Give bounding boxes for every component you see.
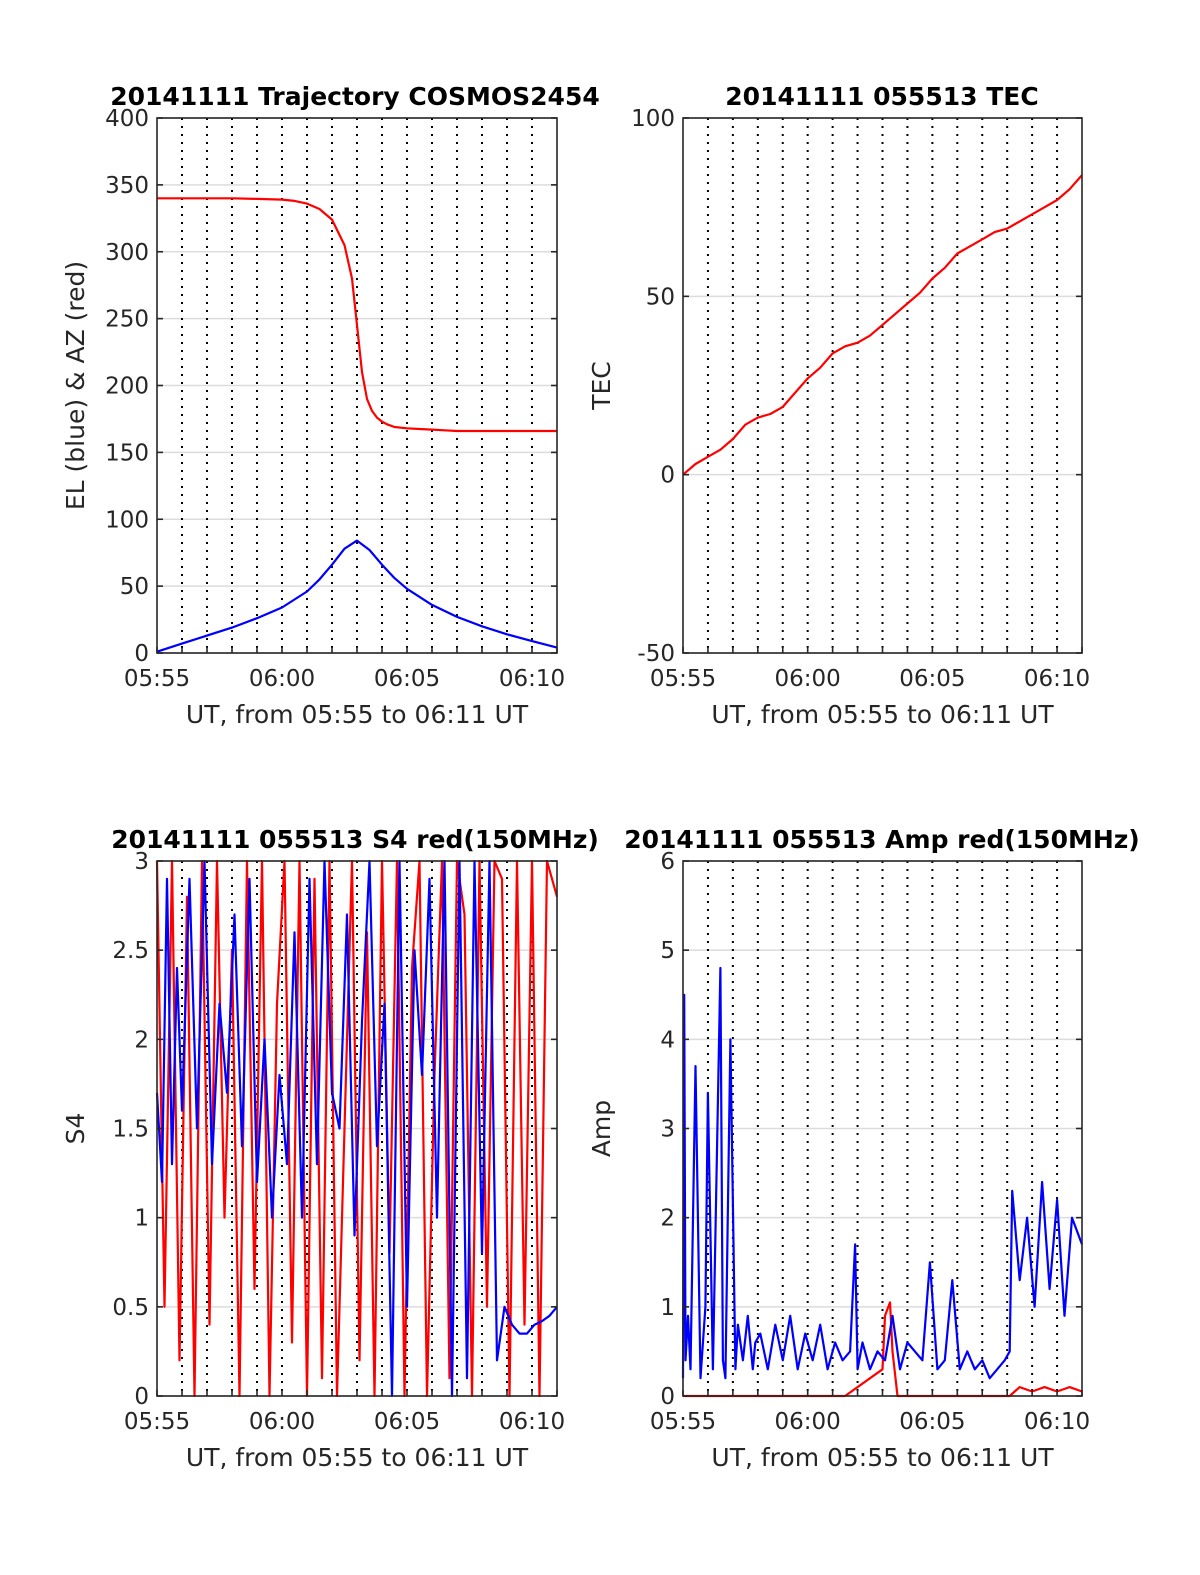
y-axis-label: EL (blue) & AZ (red) — [61, 261, 90, 510]
x-tick-label: 05:55 — [650, 1409, 716, 1435]
x-axis-label: UT, from 05:55 to 06:11 UT — [711, 1443, 1054, 1472]
trajectory-chart: 0 50 100 150 200 250 300 350 400 05:55 06:00 06:05 0… — [61, 82, 600, 729]
chart-title: 20141111 055513 Amp red(150MHz) — [624, 825, 1140, 854]
y-tick-label: 0.5 — [112, 1295, 149, 1321]
tec-chart: -50 0 50 100 05:55 06:00 06:05 06:10 20141111 05… — [587, 82, 1090, 729]
y-axis-label: Amp — [587, 1100, 616, 1157]
y-tick-label: 3 — [660, 1117, 675, 1143]
x-tick-label: 06:05 — [899, 1409, 965, 1435]
x-tick-label: 06:05 — [374, 666, 440, 692]
y-tick-label: 0 — [660, 463, 675, 489]
y-tick-label: 100 — [631, 106, 675, 132]
x-tick-label: 05:55 — [124, 666, 190, 692]
x-tick-label: 05:55 — [124, 1409, 190, 1435]
y-tick-label: 2 — [660, 1206, 675, 1232]
x-tick-label: 06:05 — [899, 666, 965, 692]
chart-title: 20141111 055513 TEC — [725, 82, 1038, 111]
y-tick-label: 2 — [134, 1027, 149, 1053]
amp-chart: 0 1 2 3 4 5 6 05:55 06:00 06:05 06:10 20141111 0555… — [587, 825, 1140, 1472]
y-tick-label: 50 — [120, 574, 149, 600]
x-tick-label: 05:55 — [650, 666, 716, 692]
y-tick-label: 1 — [134, 1206, 149, 1232]
y-tick-label: 3 — [134, 849, 149, 875]
y-tick-label: 0 — [660, 1384, 675, 1410]
y-tick-label: 400 — [105, 106, 149, 132]
x-tick-label: 06:10 — [499, 1409, 565, 1435]
y-tick-label: 200 — [105, 374, 149, 400]
series-line-1 — [156, 539, 558, 653]
y-tick-label: 1 — [660, 1295, 675, 1321]
chart-title: 20141111 Trajectory COSMOS2454 — [110, 82, 600, 111]
series-line-0 — [157, 197, 557, 433]
y-tick-label: 150 — [105, 440, 149, 466]
x-tick-label: 06:10 — [499, 666, 565, 692]
series-line-0 — [155, 859, 559, 1398]
x-tick-label: 06:00 — [249, 666, 315, 692]
x-tick-label: 06:10 — [1024, 666, 1090, 692]
series-line-0 — [682, 174, 1083, 476]
y-tick-label: 300 — [105, 240, 149, 266]
series-line-1 — [681, 966, 1084, 1380]
y-tick-label: 1.5 — [112, 1117, 149, 1143]
y-tick-label: 0 — [134, 1384, 149, 1410]
x-tick-label: 06:00 — [775, 666, 841, 692]
y-tick-label: 250 — [105, 307, 149, 333]
y-tick-label: 4 — [660, 1027, 675, 1053]
y-tick-label: 100 — [105, 507, 149, 533]
y-tick-label: 350 — [105, 173, 149, 199]
x-tick-label: 06:10 — [1024, 1409, 1090, 1435]
x-axis-label: UT, from 05:55 to 06:11 UT — [186, 700, 529, 729]
x-axis-label: UT, from 05:55 to 06:11 UT — [711, 700, 1054, 729]
x-tick-label: 06:00 — [775, 1409, 841, 1435]
x-tick-label: 06:00 — [249, 1409, 315, 1435]
y-tick-label: -50 — [637, 641, 675, 667]
y-tick-label: 6 — [660, 849, 675, 875]
x-tick-label: 06:05 — [374, 1409, 440, 1435]
chart-title: 20141111 055513 S4 red(150MHz) — [111, 825, 599, 854]
y-tick-label: 2.5 — [112, 938, 149, 964]
y-tick-label: 0 — [134, 641, 149, 667]
x-axis-label: UT, from 05:55 to 06:11 UT — [186, 1443, 529, 1472]
y-axis-label: TEC — [587, 361, 616, 411]
series-line-1 — [155, 859, 558, 1398]
s4-chart: 0 0.5 1 1.5 2 2.5 3 05:55 06:00 06:05 06:10 2014111… — [61, 825, 599, 1472]
y-tick-label: 50 — [646, 284, 675, 310]
y-axis-label: S4 — [61, 1113, 90, 1145]
y-tick-label: 5 — [660, 938, 675, 964]
